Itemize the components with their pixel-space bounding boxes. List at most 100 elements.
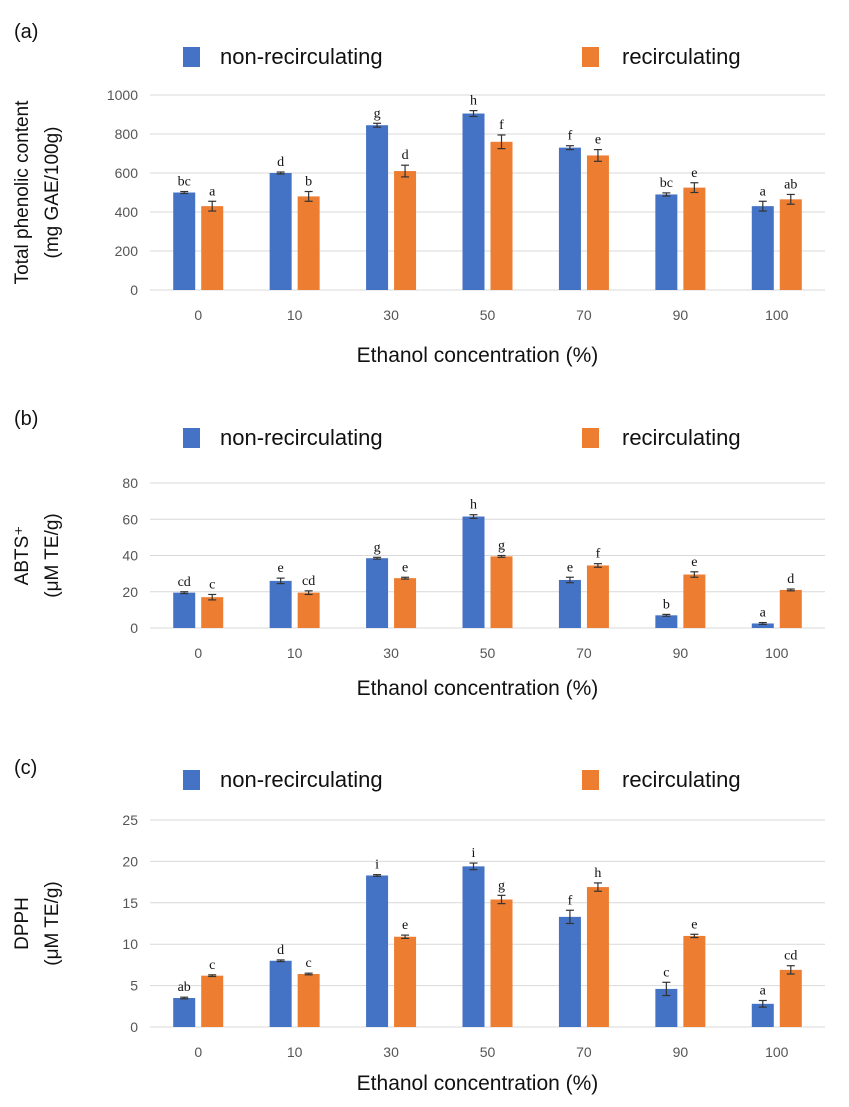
significance-label: b [663,597,670,612]
bar [394,578,417,628]
bar [173,998,196,1027]
y-axis-label-line: DPPH [12,897,33,950]
bar [655,194,678,290]
significance-label: e [691,166,697,181]
x-tick-label: 30 [383,307,399,323]
bar [173,192,196,290]
significance-label: f [499,118,504,133]
bar [201,975,224,1027]
legend-label: non-recirculating [220,425,383,450]
significance-label: ab [784,177,797,192]
legend-label: recirculating [622,767,741,792]
significance-label: e [691,555,697,570]
legend-swatch [183,47,200,67]
bar [683,574,706,628]
significance-label: c [306,956,312,971]
bar [394,936,417,1027]
y-tick-label: 0 [130,1019,138,1035]
significance-label: ab [178,980,191,995]
bar [490,141,513,290]
y-tick-label: 10 [122,936,138,952]
x-axis-label: Ethanol concentration (%) [357,344,599,367]
bar [297,974,320,1027]
significance-label: d [277,943,284,958]
significance-label: a [760,606,767,621]
significance-label: cd [178,575,191,590]
significance-label: h [470,498,477,513]
y-axis-label-line: (mg GAE/100g) [42,127,63,259]
bar [297,196,320,290]
x-tick-label: 90 [673,1044,689,1060]
y-tick-label: 20 [122,853,138,869]
y-axis-label-line: (μM TE/g) [42,881,63,966]
significance-label: bc [178,175,191,190]
significance-label: h [470,94,477,109]
legend-swatch [183,428,200,448]
significance-label: d [402,148,409,163]
y-tick-label: 200 [115,243,139,259]
y-tick-label: 600 [115,165,139,181]
bar [683,187,706,290]
x-axis-label: Ethanol concentration (%) [357,1072,599,1095]
y-axis-label-line: Total phenolic content [12,100,33,285]
bar [394,171,417,290]
legend-swatch [582,47,599,67]
bar [490,556,513,628]
x-tick-label: 50 [480,645,496,661]
bar [490,899,513,1027]
significance-label: h [594,866,601,881]
significance-label: e [402,560,408,575]
x-tick-label: 10 [287,1044,303,1060]
significance-label: f [568,893,573,908]
legend-label: non-recirculating [220,44,383,69]
bar [201,597,224,628]
x-tick-label: 100 [765,1044,789,1060]
x-axis-label: Ethanol concentration (%) [357,677,599,700]
y-tick-label: 0 [130,282,138,298]
x-tick-label: 90 [673,307,689,323]
y-tick-label: 60 [122,511,138,527]
significance-label: f [596,547,601,562]
x-tick-label: 70 [576,307,592,323]
bar [269,580,292,628]
bar [751,1003,774,1027]
x-tick-label: 50 [480,307,496,323]
bar [269,173,292,290]
significance-label: e [402,918,408,933]
bar [779,589,802,628]
y-tick-label: 0 [130,620,138,636]
y-tick-label: 80 [122,475,138,491]
legend: non-recirculating recirculating [183,44,741,69]
bar [201,206,224,290]
significance-label: e [567,560,573,575]
x-tick-label: 0 [194,307,202,323]
significance-label: g [374,106,381,121]
significance-label: cd [302,574,315,589]
y-tick-label: 1000 [107,87,138,103]
legend-swatch [183,770,200,790]
chart-panel-0: (a) Total phenolic content (mg GAE/100g) 0 2… [12,21,825,367]
panel-label: (a) [14,21,38,43]
chart-panel-2: (c) DPPH (μM TE/g) 0 5 10 15 20 25 non-recirculat… [12,757,825,1095]
significance-label: g [498,539,505,554]
chart-panel-1: (b) ABTS⁺ (μM TE/g) 0 20 40 60 80 non-recirculat… [12,408,825,700]
significance-label: c [209,577,215,592]
x-tick-label: 0 [194,1044,202,1060]
significance-label: f [568,129,573,144]
x-tick-label: 70 [576,645,592,661]
significance-label: a [209,184,216,199]
x-tick-label: 100 [765,645,789,661]
y-tick-label: 400 [115,204,139,220]
bar [366,558,389,628]
significance-label: e [691,917,697,932]
x-tick-label: 100 [765,307,789,323]
bar [751,623,774,628]
bar [586,565,609,628]
bar [462,516,485,628]
significance-label: bc [660,176,673,191]
legend: non-recirculating recirculating [183,425,741,450]
x-tick-label: 50 [480,1044,496,1060]
significance-label: a [760,984,767,999]
bar [655,615,678,628]
